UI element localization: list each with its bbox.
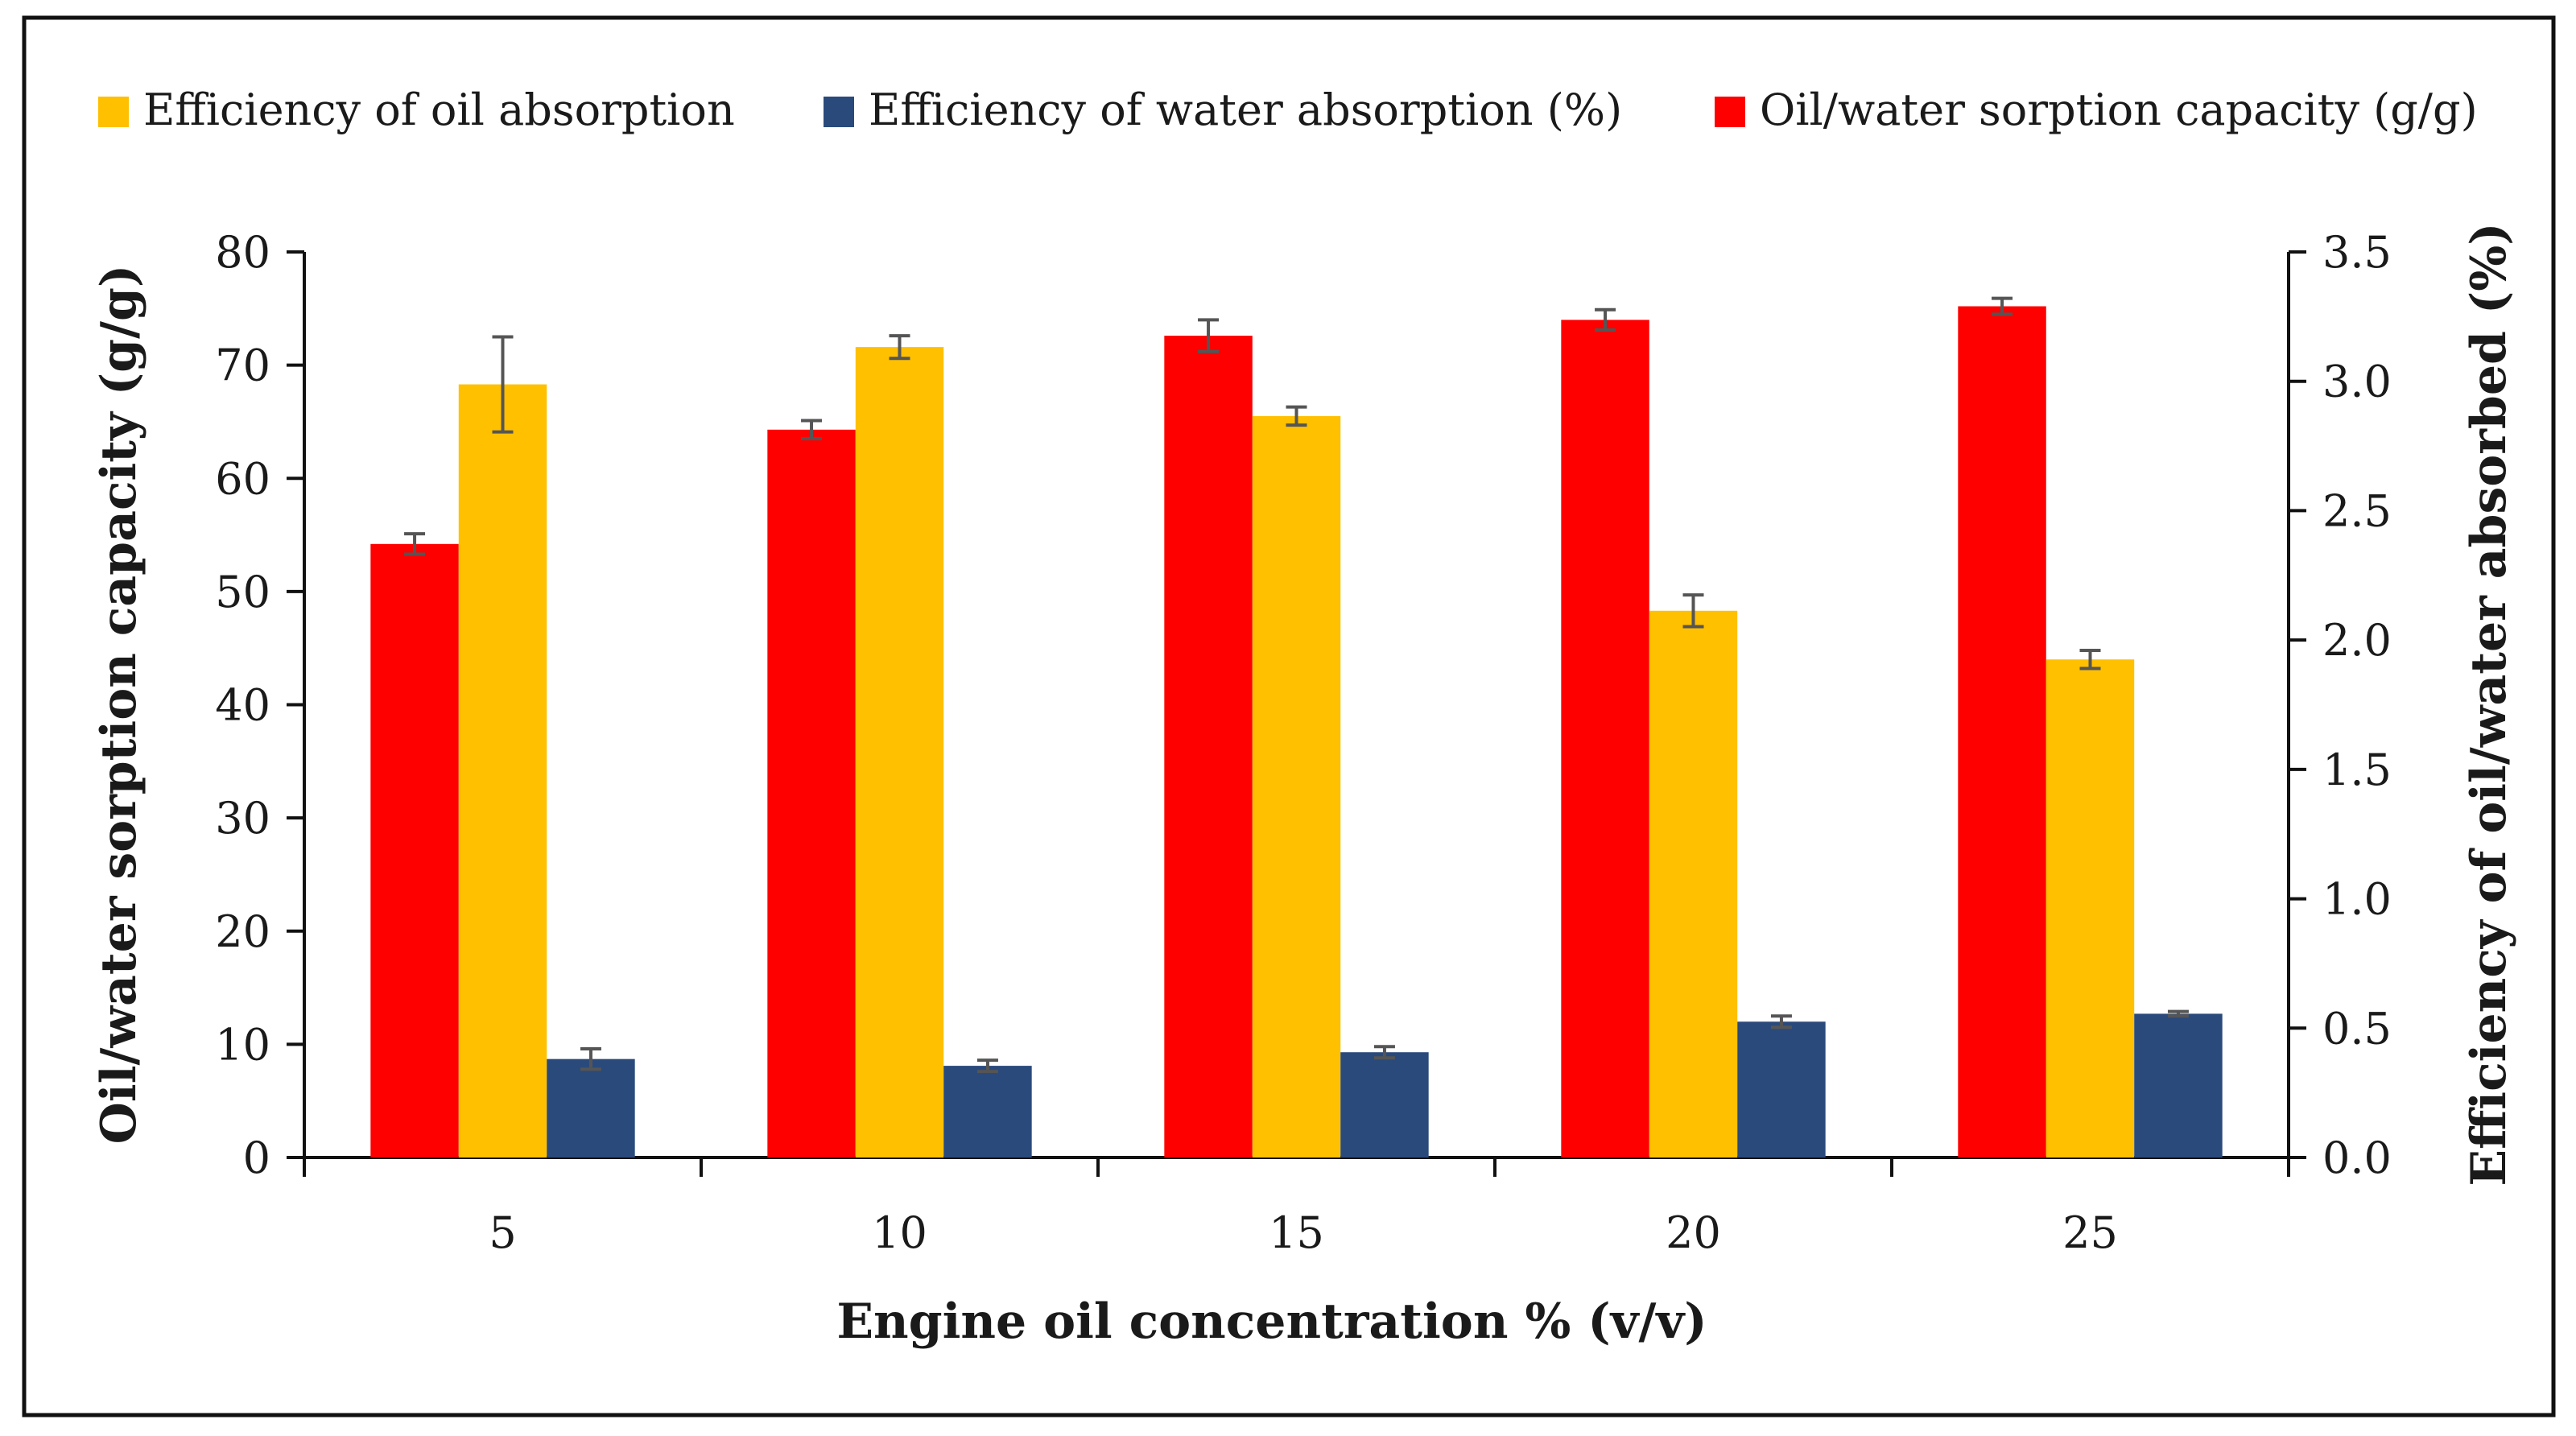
bar-oil-water-sorption-capacity-g-g-20: [1561, 320, 1649, 1157]
bar-efficiency-of-water-absorption-10: [943, 1066, 1032, 1157]
y-right-tick-label: 2.0: [2322, 615, 2392, 666]
y-right-tick-label: 1.0: [2322, 874, 2392, 925]
error-bars: [404, 296, 2189, 1074]
bars: [370, 306, 2223, 1157]
y-right-tick-label: 0.0: [2322, 1133, 2392, 1183]
y-axis-left-ticks: 0 10 20 30 40 50 60 70 80: [215, 227, 304, 1183]
y-axis-right-ticks: 0.0 0.5 1.0 1.5 2.0 2.5 3.0 3.5: [2289, 227, 2392, 1183]
y-left-tick-label: 80: [215, 227, 270, 278]
y-right-tick-label: 3.0: [2322, 357, 2392, 407]
bar-efficiency-of-oil-absorption-10: [855, 347, 944, 1157]
x-tick-label: 15: [1269, 1207, 1324, 1258]
bar-efficiency-of-oil-absorption-15: [1252, 415, 1341, 1157]
bar-oil-water-sorption-capacity-g-g-15: [1164, 336, 1253, 1157]
y-right-tick-label: 1.5: [2322, 745, 2392, 795]
bar-efficiency-of-water-absorption-15: [1340, 1052, 1429, 1157]
legend-label-oil-efficiency: Efficiency of oil absorption: [143, 85, 735, 135]
bar-efficiency-of-water-absorption-25: [2134, 1013, 2223, 1157]
x-axis-ticks: 5 10 15 20 25: [303, 1157, 2290, 1258]
y-left-tick-label: 30: [215, 793, 270, 844]
bar-efficiency-of-oil-absorption-25: [2046, 659, 2135, 1157]
legend-swatch-water-efficiency: [824, 97, 854, 127]
bar-oil-water-sorption-capacity-g-g-25: [1958, 306, 2046, 1157]
y-right-tick-label: 3.5: [2322, 227, 2392, 278]
legend: Efficiency of oil absorption Efficiency …: [98, 85, 2478, 135]
y-left-tick-label: 20: [215, 906, 270, 957]
legend-label-water-efficiency: Efficiency of water absorption (%): [869, 85, 1622, 135]
y-left-tick-label: 40: [215, 680, 270, 731]
x-tick-label: 20: [1666, 1207, 1721, 1258]
y-right-tick-label: 0.5: [2322, 1003, 2392, 1054]
bar-efficiency-of-oil-absorption-5: [458, 384, 547, 1157]
legend-swatch-sorption-capacity: [1715, 97, 1745, 127]
bar-efficiency-of-water-absorption-20: [1737, 1021, 1826, 1157]
y-right-tick-label: 2.5: [2322, 485, 2392, 536]
y-left-tick-label: 10: [215, 1019, 270, 1070]
bar-oil-water-sorption-capacity-g-g-10: [767, 429, 856, 1157]
y-axis-left-title: Oil/water sorption capacity (g/g): [91, 265, 147, 1145]
y-axis-right-title: Efficiency of oil/water absorbed (%): [2461, 222, 2517, 1186]
legend-label-sorption-capacity: Oil/water sorption capacity (g/g): [1760, 85, 2478, 135]
y-left-tick-label: 60: [215, 453, 270, 504]
bar-oil-water-sorption-capacity-g-g-5: [370, 543, 459, 1157]
x-tick-label: 25: [2062, 1207, 2118, 1258]
legend-swatch-oil-efficiency: [98, 97, 129, 127]
bar-efficiency-of-water-absorption-5: [547, 1058, 635, 1157]
x-tick-label: 5: [489, 1207, 516, 1258]
y-left-tick-label: 70: [215, 340, 270, 391]
y-left-tick-label: 50: [215, 567, 270, 617]
x-tick-label: 10: [872, 1207, 927, 1258]
x-axis-title: Engine oil concentration % (v/v): [836, 1294, 1707, 1350]
y-left-tick-label: 0: [243, 1133, 270, 1183]
bar-efficiency-of-oil-absorption-20: [1649, 610, 1738, 1157]
